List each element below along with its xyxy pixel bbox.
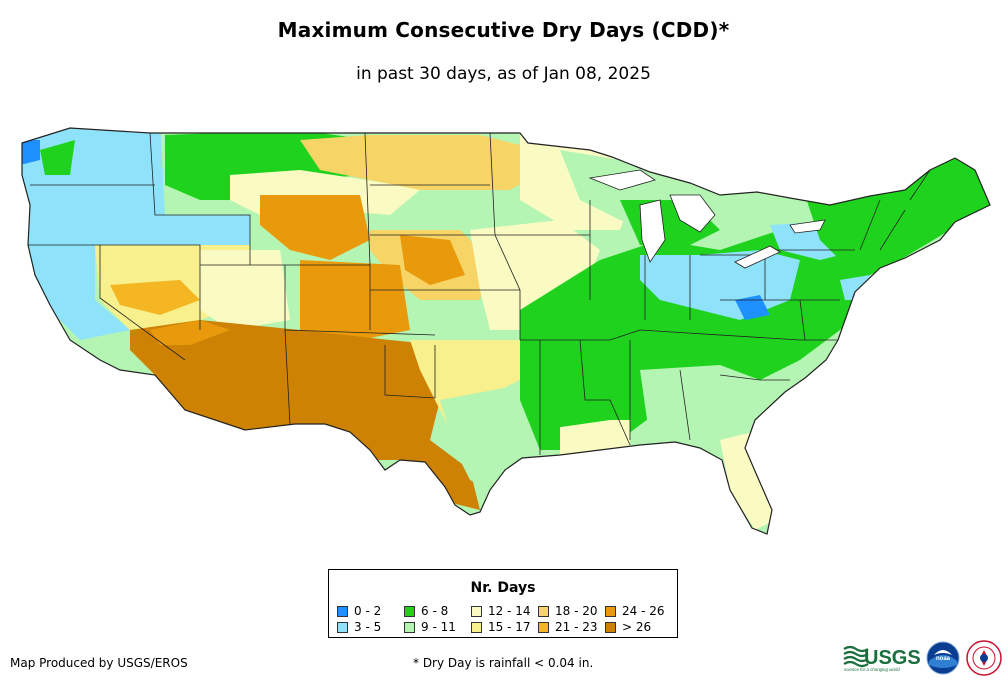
legend-item: 18 - 20 xyxy=(538,603,605,619)
legend-swatch xyxy=(337,605,348,617)
usgs-logo: USGS science for a changing world xyxy=(843,645,920,672)
agency-logos: USGS science for a changing world noaa xyxy=(842,638,1002,678)
state-borders xyxy=(28,132,931,455)
legend-swatch xyxy=(404,621,415,633)
legend-item: 15 - 17 xyxy=(471,619,538,635)
legend-item: 6 - 8 xyxy=(404,603,471,619)
dry-day-footnote: * Dry Day is rainfall < 0.04 in. xyxy=(413,656,594,670)
nws-logo xyxy=(966,640,1002,676)
usgs-tagline: science for a changing world xyxy=(844,667,900,672)
map-title: Maximum Consecutive Dry Days (CDD)* xyxy=(277,18,730,42)
legend-item: 24 - 26 xyxy=(605,603,672,619)
legend-label: 6 - 8 xyxy=(421,604,449,618)
legend-label: 3 - 5 xyxy=(354,620,382,634)
us-outline xyxy=(21,127,991,535)
legend-swatch xyxy=(404,605,415,617)
legend-label: 12 - 14 xyxy=(488,604,531,618)
legend-label: > 26 xyxy=(622,620,652,634)
legend-label: 9 - 11 xyxy=(421,620,456,634)
legend-item: 12 - 14 xyxy=(471,603,538,619)
legend-label: 15 - 17 xyxy=(488,620,531,634)
noaa-logo-text: noaa xyxy=(936,656,951,662)
legend-swatch xyxy=(337,621,348,633)
noaa-logo: noaa xyxy=(926,641,960,675)
legend-label: 18 - 20 xyxy=(555,604,598,618)
legend-swatch xyxy=(605,605,616,617)
legend: Nr. Days 0 - 2 3 - 5 6 - 8 9 - 11 12 - 1… xyxy=(328,569,678,638)
legend-item: 21 - 23 xyxy=(538,619,605,635)
legend-swatch xyxy=(471,621,482,633)
map-subtitle: in past 30 days, as of Jan 08, 2025 xyxy=(356,64,651,84)
legend-grid: 0 - 2 3 - 5 6 - 8 9 - 11 12 - 14 15 - 17… xyxy=(337,603,677,635)
map-credit: Map Produced by USGS/EROS xyxy=(10,656,188,670)
legend-item: > 26 xyxy=(605,619,672,635)
legend-item: 3 - 5 xyxy=(337,619,404,635)
legend-swatch xyxy=(538,605,549,617)
legend-title: Nr. Days xyxy=(470,580,536,596)
legend-swatch xyxy=(538,621,549,633)
usgs-logo-text: USGS xyxy=(864,647,920,669)
cdd-color-field xyxy=(22,128,990,534)
legend-label: 0 - 2 xyxy=(354,604,382,618)
legend-item: 0 - 2 xyxy=(337,603,404,619)
legend-item: 9 - 11 xyxy=(404,619,471,635)
legend-label: 21 - 23 xyxy=(555,620,598,634)
legend-swatch xyxy=(605,621,616,633)
great-lakes xyxy=(588,169,826,269)
legend-swatch xyxy=(471,605,482,617)
cdd-map xyxy=(21,127,991,535)
legend-label: 24 - 26 xyxy=(622,604,665,618)
